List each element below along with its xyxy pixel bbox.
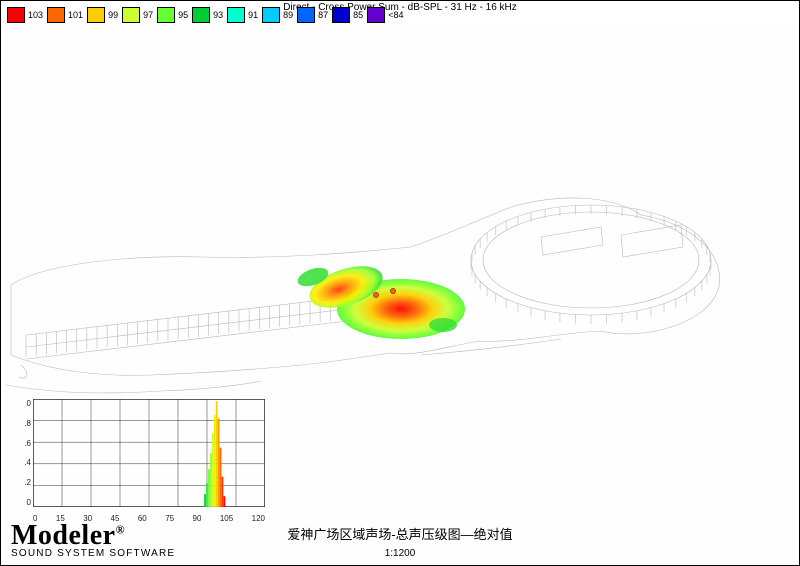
histogram-y-tick: 0: [13, 498, 31, 507]
legend-label: 91: [248, 7, 258, 23]
legend-label: 85: [353, 7, 363, 23]
histogram-x-tick: 60: [138, 514, 147, 523]
legend-chip: [367, 7, 385, 23]
histogram-x-tick: 90: [193, 514, 202, 523]
histogram-y-tick: .2: [13, 478, 31, 487]
histogram-y-tick: .6: [13, 439, 31, 448]
histogram-plot: [33, 399, 265, 507]
histogram-y-axis: 0 .8 .6 .4 .2 0: [13, 399, 31, 507]
figure-caption: 爱神广场区域声场-总声压级图—绝对值: [1, 524, 799, 543]
legend-label: 103: [28, 7, 43, 23]
histogram-x-tick: 75: [165, 514, 174, 523]
legend-label: 95: [178, 7, 188, 23]
legend-chip: [192, 7, 210, 23]
histogram-y-tick: .8: [13, 419, 31, 428]
legend-chip: [262, 7, 280, 23]
figure-scale: 1:1200: [1, 548, 799, 559]
histogram-x-tick: 120: [252, 514, 265, 523]
legend-chip: [7, 7, 25, 23]
legend-bar: 103 101 99 97 95 93 91 89 87 85 <84: [7, 7, 407, 23]
legend-chip: [47, 7, 65, 23]
legend-label: 101: [68, 7, 83, 23]
histogram-panel: 0.8.6.4.20 0153045607590105120: [33, 397, 265, 517]
histogram-y-tick: .4: [13, 458, 31, 467]
legend-chip: [227, 7, 245, 23]
legend-label: 97: [143, 7, 153, 23]
legend-chip: [297, 7, 315, 23]
legend-label: 89: [283, 7, 293, 23]
legend-label: 93: [213, 7, 223, 23]
legend-label: <84: [388, 7, 403, 23]
legend-chip: [87, 7, 105, 23]
legend-label: 87: [318, 7, 328, 23]
legend-label: 99: [108, 7, 118, 23]
legend-chip: [157, 7, 175, 23]
legend-chip: [332, 7, 350, 23]
histogram-y-tick: 0: [13, 399, 31, 408]
heatmap-overlay: [295, 258, 465, 339]
histogram-x-tick: 105: [220, 514, 233, 523]
legend-chip: [122, 7, 140, 23]
